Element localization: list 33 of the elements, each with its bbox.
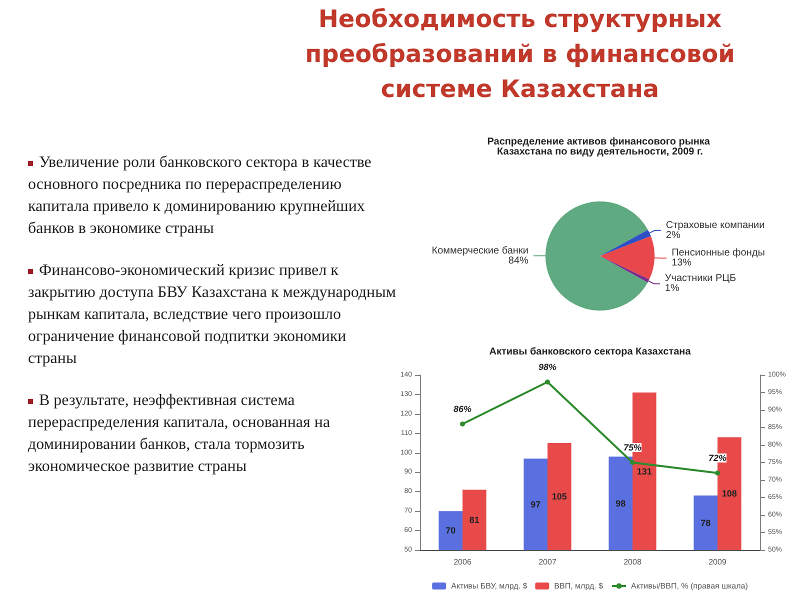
data-label: 98% (538, 362, 557, 372)
data-label: 86% (453, 404, 472, 414)
data-label: 108 (722, 488, 737, 499)
chart-title: Активы банковского сектора Казахстана (489, 346, 692, 358)
chart-title: Распределение активов финансового рынка Казахстана по виду деятельности, 2009 г. (487, 136, 713, 158)
slice-label: Пенсионные фонды (672, 248, 765, 259)
data-label: 70 (446, 526, 456, 536)
data-label: 84% (508, 255, 529, 266)
data-label: 81 (469, 514, 480, 525)
data-label: 1% (664, 283, 680, 294)
legend-label: Активы БВУ, млрд. $ (451, 582, 528, 590)
text: Необходимость структурных преобразований в финансовой системе Казахстана (304, 4, 736, 105)
slice-label: Коммерческие банки (432, 245, 528, 256)
data-label: 98 (616, 498, 626, 508)
text: Увеличение роли банковского сектора в качестве основного посредника по перераспределению капитала привело к доминированию крупнейших банков в экономике страны (28, 153, 372, 239)
text: Финансово-экономический кризис привел к закрытию доступа БВУ Казахстана к международным рынкам капитала, вследствие чего произошло ограничение финансовой подпитки экономики страны (28, 261, 397, 369)
data-label: 13% (672, 258, 692, 269)
x-tick-label: 2009 (708, 558, 727, 566)
x-tick-label: 2008 (624, 558, 642, 566)
x-tick-label: 2006 (454, 558, 472, 566)
data-label: 2% (666, 230, 680, 241)
legend-label: ВВП, млрд. $ (554, 582, 604, 590)
data-label: 105 (552, 492, 567, 502)
legend-label: Активы/ВВП, % (правая шкала) (631, 582, 748, 590)
data-label: 97 (530, 499, 541, 510)
x-tick-label: 2007 (538, 558, 557, 566)
slice-label: Страховые компании (666, 220, 765, 231)
slice-label: Участники РЦБ (664, 273, 737, 284)
data-label: 78 (700, 518, 711, 528)
text: В результате, неэффективная система перераспределения капитала, основанная на доминировании банков, стала тормозить экономическое развитие страны (28, 391, 332, 477)
data-label: 72% (708, 453, 727, 463)
data-label: 75% (623, 442, 642, 452)
data-label: 131 (636, 466, 652, 476)
